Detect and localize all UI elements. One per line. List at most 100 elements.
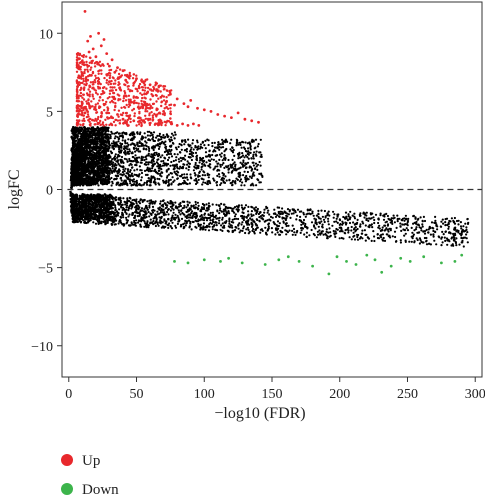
data-point xyxy=(369,213,373,216)
data-point xyxy=(125,216,128,219)
data-point xyxy=(238,180,242,183)
data-point xyxy=(284,229,287,232)
data-point xyxy=(102,175,105,178)
data-point xyxy=(181,173,184,176)
data-point xyxy=(220,146,223,149)
data-point xyxy=(363,216,366,219)
data-point xyxy=(94,157,98,161)
data-point xyxy=(314,227,317,230)
data-point xyxy=(218,175,221,178)
data-point xyxy=(213,149,216,152)
data-point xyxy=(172,142,175,145)
data-point xyxy=(221,216,224,219)
data-point xyxy=(145,226,148,229)
data-point xyxy=(152,148,155,152)
data-point xyxy=(241,154,245,157)
data-point xyxy=(228,222,231,225)
data-point xyxy=(230,171,233,174)
data-point xyxy=(157,147,161,150)
data-point xyxy=(100,220,103,223)
data-point xyxy=(176,177,179,180)
data-point xyxy=(310,228,313,232)
data-point xyxy=(247,213,250,216)
data-point xyxy=(96,131,99,134)
data-point xyxy=(84,181,87,184)
data-point xyxy=(97,133,100,136)
data-point xyxy=(197,224,200,227)
data-point xyxy=(79,151,82,154)
data-point xyxy=(207,204,210,207)
data-point xyxy=(124,174,127,177)
data-point xyxy=(88,131,92,134)
data-point xyxy=(217,141,220,144)
data-point xyxy=(440,220,443,223)
data-point xyxy=(182,206,186,209)
data-point xyxy=(197,178,200,181)
data-point xyxy=(87,161,90,165)
data-point xyxy=(177,158,180,161)
data-point xyxy=(193,179,196,182)
data-point xyxy=(81,184,84,187)
data-point xyxy=(220,152,223,155)
data-point xyxy=(146,168,149,171)
data-point xyxy=(124,140,127,143)
data-point xyxy=(258,151,261,154)
data-point xyxy=(188,182,191,185)
data-point xyxy=(249,148,252,151)
data-point xyxy=(260,153,263,156)
data-point xyxy=(113,170,116,173)
data-point xyxy=(408,240,411,243)
data-point xyxy=(450,217,453,220)
data-point xyxy=(200,177,203,180)
data-point xyxy=(364,224,367,227)
data-point xyxy=(214,146,217,149)
data-point xyxy=(170,148,173,152)
data-point xyxy=(127,138,130,141)
data-point xyxy=(150,159,153,162)
data-point xyxy=(106,171,110,174)
data-point xyxy=(250,210,253,213)
data-point xyxy=(119,149,123,152)
data-point xyxy=(344,211,348,214)
data-point xyxy=(220,155,223,158)
data-point xyxy=(338,230,342,233)
data-point xyxy=(311,212,314,215)
data-point xyxy=(133,169,136,172)
data-point xyxy=(240,223,243,226)
data-point xyxy=(130,221,133,224)
data-point xyxy=(80,141,83,144)
data-point xyxy=(130,159,133,163)
data-point xyxy=(138,165,141,168)
data-point xyxy=(220,224,223,227)
data-point xyxy=(137,150,140,153)
data-point xyxy=(200,166,203,169)
data-point xyxy=(183,204,186,207)
data-point xyxy=(154,181,157,184)
data-point xyxy=(159,222,162,225)
data-point xyxy=(217,162,220,165)
data-point xyxy=(465,228,468,231)
data-point xyxy=(142,156,145,159)
data-point xyxy=(80,181,83,184)
data-point xyxy=(131,137,134,141)
data-point xyxy=(92,156,95,159)
data-point xyxy=(251,168,254,171)
data-point xyxy=(94,146,98,150)
data-point xyxy=(202,156,205,160)
data-point xyxy=(261,229,264,232)
data-point xyxy=(372,216,375,219)
data-point xyxy=(151,209,154,212)
data-point xyxy=(184,140,187,143)
data-point xyxy=(172,159,175,163)
data-point xyxy=(202,181,205,184)
data-point xyxy=(359,223,362,226)
data-point xyxy=(193,172,196,175)
data-point xyxy=(348,221,352,225)
data-point xyxy=(276,231,279,234)
data-point xyxy=(447,227,450,230)
data-point xyxy=(137,219,140,222)
data-point xyxy=(162,136,165,139)
data-point xyxy=(165,164,168,167)
data-point xyxy=(285,217,288,220)
data-point xyxy=(211,153,214,157)
